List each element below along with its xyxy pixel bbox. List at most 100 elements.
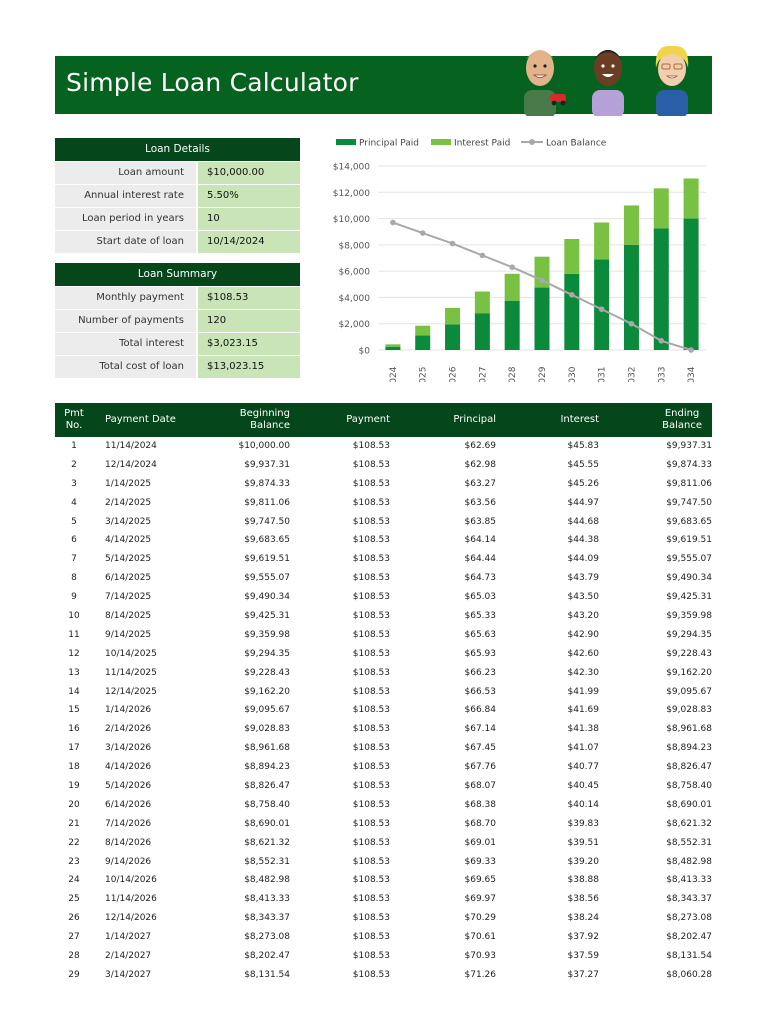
pmt-no-cell: 21 — [68, 818, 80, 829]
loan-balance-point — [419, 230, 426, 236]
header-pmt-no-line1: Pmt — [64, 408, 84, 419]
table-row: 26 12/14/2026 $8,343.37 $108.53 $70.29 $38.24… — [55, 909, 712, 928]
pmt-no-cell: 24 — [68, 875, 80, 886]
principal-cell: $68.70 — [464, 818, 497, 829]
principal-cell: $69.01 — [464, 837, 497, 848]
beginning-balance-cell: $8,202.47 — [244, 951, 290, 962]
principal-cell: $65.33 — [464, 611, 497, 622]
payment-cell: $108.53 — [352, 667, 390, 678]
pmt-no-cell: 27 — [68, 932, 80, 943]
principal-cell: $62.98 — [464, 459, 497, 470]
ending-balance-cell: $8,482.98 — [666, 856, 712, 867]
table-header: Pmt No. Payment Date Beginning Balance Pay… — [55, 403, 712, 437]
payment-date-cell: 1/14/2026 — [105, 705, 152, 716]
y-tick-label: $0 — [359, 347, 371, 357]
table-row: 7 5/14/2025 $9,619.51 $108.53 $64.44 $44.09 $9… — [55, 550, 712, 569]
table-row: 25 11/14/2026 $8,413.33 $108.53 $69.97 $38.56… — [55, 890, 712, 909]
payment-cell: $108.53 — [352, 837, 390, 848]
principal-cell: $63.85 — [464, 516, 497, 527]
bar-principal — [415, 335, 431, 350]
interest-cell: $41.38 — [567, 724, 600, 735]
interest-rate-value[interactable]: 5.50% — [198, 185, 300, 207]
table-row: 8 6/14/2025 $9,555.07 $108.53 $64.73 $43.79 $9… — [55, 569, 712, 588]
x-tick-label: 2032 — [627, 367, 637, 382]
payment-date-cell: 9/14/2026 — [105, 856, 152, 867]
header-beginning-balance: Beginning Balance — [240, 403, 290, 437]
payment-date-cell: 6/14/2025 — [105, 573, 152, 584]
number-of-payments-label: Number of payments — [55, 310, 196, 332]
interest-cell: $43.50 — [567, 592, 600, 603]
interest-cell: $42.30 — [567, 667, 600, 678]
principal-cell: $65.63 — [464, 629, 497, 640]
interest-cell: $37.59 — [567, 951, 600, 962]
ending-balance-cell: $9,228.43 — [666, 648, 712, 659]
payment-cell: $108.53 — [352, 478, 390, 489]
start-date-row: Start date of loan 10/14/2024 — [55, 231, 300, 253]
principal-cell: $70.29 — [464, 913, 497, 924]
bar-interest — [653, 188, 669, 229]
loan-balance-point — [598, 306, 605, 313]
pmt-no-cell: 9 — [71, 592, 77, 603]
payment-cell: $108.53 — [352, 629, 390, 640]
table-row: 22 8/14/2026 $8,621.32 $108.53 $69.01 $39.51 $… — [55, 834, 712, 853]
legend-label: Principal Paid — [359, 139, 419, 149]
header-beginning-line2: Balance — [250, 420, 290, 431]
loan-period-row: Loan period in years 10 — [55, 208, 300, 230]
payment-cell: $108.53 — [352, 818, 390, 829]
pmt-no-cell: 28 — [68, 951, 80, 962]
payment-cell: $108.53 — [352, 762, 390, 773]
ending-balance-cell: $8,758.40 — [666, 781, 712, 792]
payment-date-cell: 2/14/2025 — [105, 497, 152, 508]
beginning-balance-cell: $9,294.35 — [244, 648, 290, 659]
beginning-balance-cell: $9,490.34 — [244, 592, 290, 603]
principal-cell: $65.93 — [464, 648, 497, 659]
payment-cell: $108.53 — [352, 743, 390, 754]
header-payment-date: Payment Date — [105, 414, 176, 425]
pmt-no-cell: 6 — [71, 535, 77, 546]
amortization-table: Pmt No. Payment Date Beginning Balance Pay… — [55, 403, 712, 985]
payment-cell: $108.53 — [352, 724, 390, 735]
start-date-value[interactable]: 10/14/2024 — [198, 231, 300, 253]
legend-marker — [529, 139, 535, 145]
ending-balance-cell: $8,413.33 — [666, 875, 712, 886]
table-row: 29 3/14/2027 $8,131.54 $108.53 $71.26 $37.27 $… — [55, 966, 712, 985]
payment-date-cell: 5/14/2026 — [105, 781, 152, 792]
pmt-no-cell: 12 — [68, 648, 80, 659]
header-ending-line2: Balance — [662, 420, 702, 431]
beginning-balance-cell: $9,028.83 — [244, 724, 290, 735]
y-tick-label: $8,000 — [339, 241, 371, 251]
x-tick-label: 2027 — [478, 367, 488, 382]
loan-summary-header: Loan Summary — [55, 263, 300, 286]
principal-cell: $67.45 — [464, 743, 497, 754]
loan-period-value[interactable]: 10 — [198, 208, 300, 230]
x-tick-label: 2028 — [508, 366, 518, 382]
interest-cell: $44.97 — [567, 497, 600, 508]
loan-amount-value[interactable]: $10,000.00 — [198, 162, 300, 184]
interest-cell: $41.69 — [567, 705, 600, 716]
bar-interest — [415, 325, 431, 336]
beginning-balance-cell: $8,826.47 — [244, 781, 290, 792]
interest-cell: $45.83 — [567, 441, 600, 451]
payment-date-cell: 8/14/2025 — [105, 611, 152, 622]
principal-cell: $67.14 — [464, 724, 497, 735]
monthly-payment-value: $108.53 — [198, 287, 300, 309]
people-illustration — [524, 45, 689, 116]
ending-balance-cell: $8,060.28 — [666, 969, 712, 980]
bar-interest — [683, 178, 699, 219]
payment-cell: $108.53 — [352, 554, 390, 565]
payment-cell: $108.53 — [352, 686, 390, 697]
payment-date-cell: 11/14/2026 — [105, 894, 157, 905]
beginning-balance-cell: $8,131.54 — [244, 969, 290, 980]
loan-details-panel: Loan Details Loan amount $10,000.00 Annu… — [55, 138, 300, 253]
bar-principal — [445, 324, 461, 350]
total-cost-label: Total cost of loan — [55, 356, 196, 378]
payment-cell: $108.53 — [352, 894, 390, 905]
bar-interest — [474, 291, 490, 314]
payment-date-cell: 11/14/2024 — [105, 441, 157, 451]
pmt-no-cell: 18 — [68, 762, 80, 773]
total-cost-row: Total cost of loan $13,023.15 — [55, 356, 300, 378]
person-illustration-1 — [524, 50, 566, 116]
beginning-balance-cell: $8,690.01 — [244, 818, 290, 829]
loan-balance-point — [479, 252, 486, 259]
table-row: 14 12/14/2025 $9,162.20 $108.53 $66.53 $41.99… — [55, 683, 712, 702]
